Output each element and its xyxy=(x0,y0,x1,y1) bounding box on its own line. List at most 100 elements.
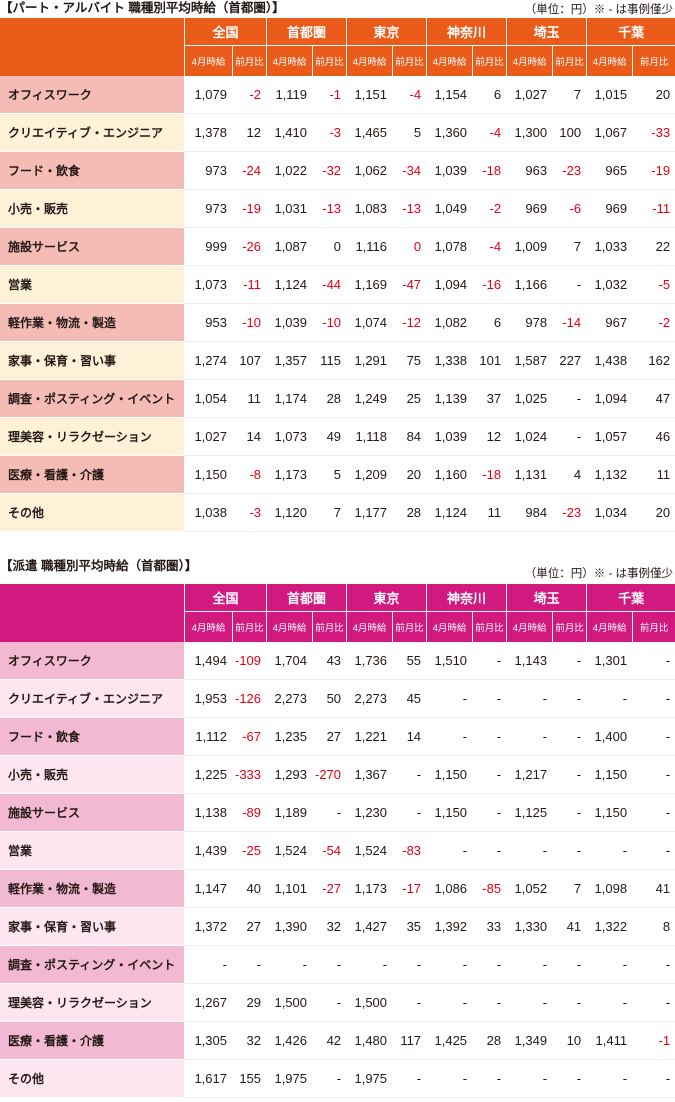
change-subheader: 前月比 xyxy=(232,46,267,76)
wage-cell: 953 xyxy=(184,304,232,342)
change-cell: 42 xyxy=(312,1022,347,1060)
change-cell: - xyxy=(632,642,675,680)
change-cell: - xyxy=(472,642,507,680)
change-cell: 7 xyxy=(552,76,587,114)
wage-cell: 1,169 xyxy=(346,266,393,304)
table-row: オフィスワーク 1,494 -109 1,704 43 1,736 55 1,510-1,14… xyxy=(0,642,675,680)
change-cell: 28 xyxy=(312,380,347,418)
wage-cell: 1,174 xyxy=(266,380,313,418)
wage-cell: 1,131 xyxy=(506,456,553,494)
change-cell: - xyxy=(552,756,587,794)
wage-cell: 2,273 xyxy=(266,680,313,718)
wage-cell: - xyxy=(346,946,393,984)
table-row: 理美容・リラクゼーション 1,027 14 1,073 49 1,118 84 1,039 12… xyxy=(0,418,675,456)
change-cell: - xyxy=(392,946,427,984)
wage-cell: - xyxy=(184,946,232,984)
region-header: 首都圏 xyxy=(266,18,347,46)
change-cell: -1 xyxy=(632,1022,675,1060)
change-cell: 12 xyxy=(472,418,507,456)
job-category-label: 調査・ポスティング・イベント xyxy=(0,946,184,984)
change-cell: - xyxy=(472,718,507,756)
change-subheader: 前月比 xyxy=(552,46,587,76)
change-cell: - xyxy=(472,756,507,794)
table-row: 営業 1,073 -11 1,124 -44 1,169 -47 1,094 -16 1,166-… xyxy=(0,266,675,304)
job-category-label: その他 xyxy=(0,494,184,532)
wage-cell: 1,024 xyxy=(506,418,553,456)
table-row: クリエイティブ・エンジニア 1,378 12 1,410 -3 1,465 5 1,360 -4… xyxy=(0,114,675,152)
wage-cell: 1,052 xyxy=(506,870,553,908)
wage-cell: - xyxy=(586,946,633,984)
job-category-label: 理美容・リラクゼーション xyxy=(0,418,184,456)
change-cell: 4 xyxy=(552,456,587,494)
wage-cell: 1,392 xyxy=(426,908,473,946)
change-cell: -6 xyxy=(552,190,587,228)
wage-cell: - xyxy=(426,832,473,870)
wage-cell: 1,378 xyxy=(184,114,232,152)
change-cell: 117 xyxy=(392,1022,427,1060)
wage-cell: 1,438 xyxy=(586,342,633,380)
wage-cell: 1,082 xyxy=(426,304,473,342)
change-cell: -33 xyxy=(632,114,675,152)
change-cell: -14 xyxy=(552,304,587,342)
wage-cell: 1,150 xyxy=(586,794,633,832)
change-cell: -333 xyxy=(232,756,267,794)
wage-cell: 1,524 xyxy=(266,832,313,870)
unit-note: （単位：円）※ - は事例僅少 xyxy=(524,568,673,580)
change-cell: 10 xyxy=(552,1022,587,1060)
change-subheader: 前月比 xyxy=(472,612,507,642)
change-cell: 20 xyxy=(632,76,675,114)
change-cell: 28 xyxy=(472,1022,507,1060)
region-header: 埼玉 xyxy=(506,584,587,612)
change-cell: 11 xyxy=(632,456,675,494)
wage-cell: 1,975 xyxy=(346,1060,393,1098)
region-header: 埼玉 xyxy=(506,18,587,46)
wage-cell: 1,400 xyxy=(586,718,633,756)
change-cell: - xyxy=(552,380,587,418)
job-category-label: 小売・販売 xyxy=(0,756,184,794)
wage-cell: 1,510 xyxy=(426,642,473,680)
change-cell: -23 xyxy=(552,152,587,190)
change-subheader: 前月比 xyxy=(312,612,347,642)
change-subheader: 前月比 xyxy=(312,46,347,76)
wage-cell: 1,500 xyxy=(266,984,313,1022)
change-subheader: 前月比 xyxy=(632,612,675,642)
change-cell: - xyxy=(472,680,507,718)
job-category-label: 家事・保育・習い事 xyxy=(0,342,184,380)
wage-cell: 1,138 xyxy=(184,794,232,832)
change-cell: 45 xyxy=(392,680,427,718)
change-cell: -19 xyxy=(632,152,675,190)
wage-cell: 1,225 xyxy=(184,756,232,794)
wage-cell: 1,143 xyxy=(506,642,553,680)
table-row: その他 1,038 -3 1,120 7 1,177 28 1,124 11 984 -23 1,03… xyxy=(0,494,675,532)
table-row: クリエイティブ・エンジニア 1,953 -126 2,273 50 2,273 45- - - -… xyxy=(0,680,675,718)
wage-cell: 1,086 xyxy=(426,870,473,908)
wage-cell: - xyxy=(426,718,473,756)
change-cell: -13 xyxy=(312,190,347,228)
wage-cell: 1,022 xyxy=(266,152,313,190)
wage-cell: 1,125 xyxy=(506,794,553,832)
change-cell: 32 xyxy=(232,1022,267,1060)
wage-cell: - xyxy=(506,946,553,984)
wage-cell: 1,118 xyxy=(346,418,393,456)
wage-cell: 1,704 xyxy=(266,642,313,680)
change-cell: - xyxy=(312,794,347,832)
change-subheader: 前月比 xyxy=(472,46,507,76)
job-category-label: 調査・ポスティング・イベント xyxy=(0,380,184,418)
wage-cell: 1,120 xyxy=(266,494,313,532)
wage-cell: 1,173 xyxy=(266,456,313,494)
change-cell: -3 xyxy=(312,114,347,152)
wage-cell: 1,150 xyxy=(184,456,232,494)
change-cell: -10 xyxy=(312,304,347,342)
job-category-label: 施設サービス xyxy=(0,228,184,266)
change-cell: -44 xyxy=(312,266,347,304)
wage-cell: 1,124 xyxy=(266,266,313,304)
change-cell: - xyxy=(632,832,675,870)
wage-cell: 1,073 xyxy=(184,266,232,304)
wage-cell: 1,150 xyxy=(586,756,633,794)
change-cell: 55 xyxy=(392,642,427,680)
wage-cell: 965 xyxy=(586,152,633,190)
change-cell: 41 xyxy=(632,870,675,908)
wage-cell: 1,049 xyxy=(426,190,473,228)
job-category-label: 小売・販売 xyxy=(0,190,184,228)
change-cell: 0 xyxy=(312,228,347,266)
